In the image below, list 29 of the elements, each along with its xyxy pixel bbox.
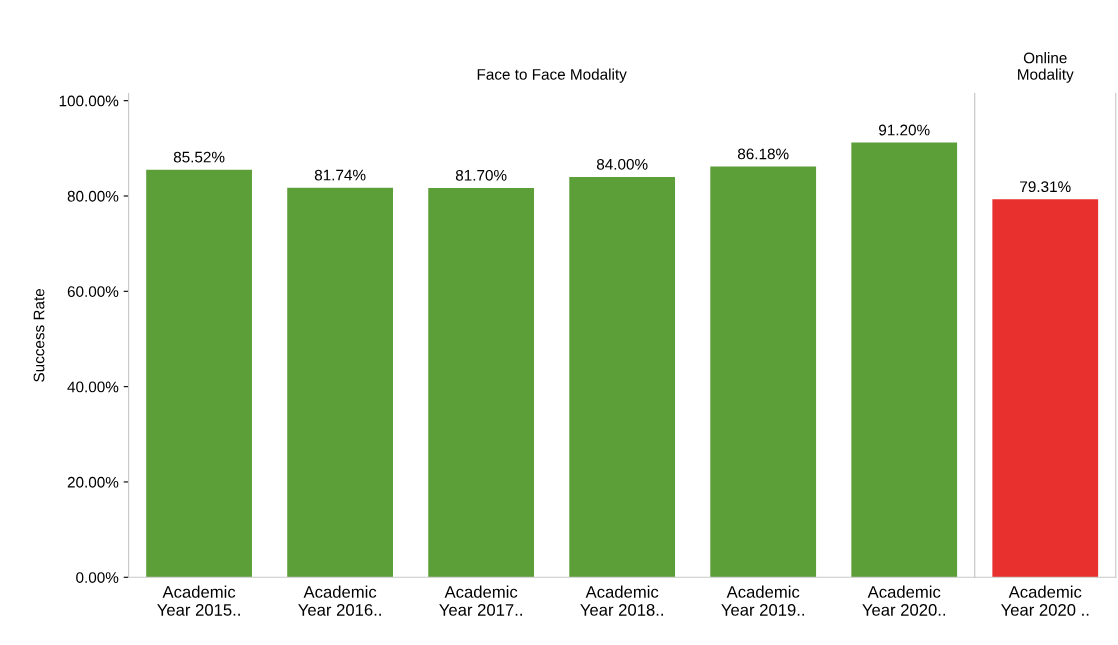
data-label: 81.74% (314, 169, 366, 181)
data-label: 86.18% (737, 148, 789, 160)
bar (146, 169, 252, 578)
y-tick-label: 80.00% (67, 190, 119, 202)
data-label: 79.31% (1020, 181, 1071, 193)
x-tick-label: Academic Year 2015.. (157, 585, 240, 616)
data-label: 81.70% (455, 169, 507, 181)
x-tick-label: Academic Year 2017.. (439, 585, 522, 616)
y-tick-label: 100.00% (59, 95, 119, 107)
bar (851, 142, 958, 578)
bar (287, 187, 393, 578)
y-tick-label: 20.00% (67, 476, 119, 488)
x-tick-label: Academic Year 2018.. (580, 585, 663, 616)
bar (428, 187, 535, 578)
x-tick-label: Academic Year 2016.. (298, 585, 381, 616)
y-tick-label: 0.00% (76, 572, 119, 583)
data-label: 85.52% (173, 151, 225, 163)
data-label: 84.00% (596, 158, 648, 170)
y-tick-label: 60.00% (67, 286, 119, 297)
x-tick-label: Academic Year 2020 .. (1000, 585, 1089, 616)
bar (710, 166, 817, 578)
x-tick-label: Academic Year 2019.. (721, 585, 804, 616)
bar (569, 176, 676, 578)
y-tick-label: 40.00% (67, 381, 119, 393)
chart-title: Online Modality (1018, 52, 1074, 83)
chart-title: Face to Face Modality (477, 68, 627, 83)
y-axis-title: Success Rate (33, 288, 45, 382)
x-tick-label: Academic Year 2020.. (862, 585, 946, 616)
data-label: 91.20% (879, 124, 930, 136)
